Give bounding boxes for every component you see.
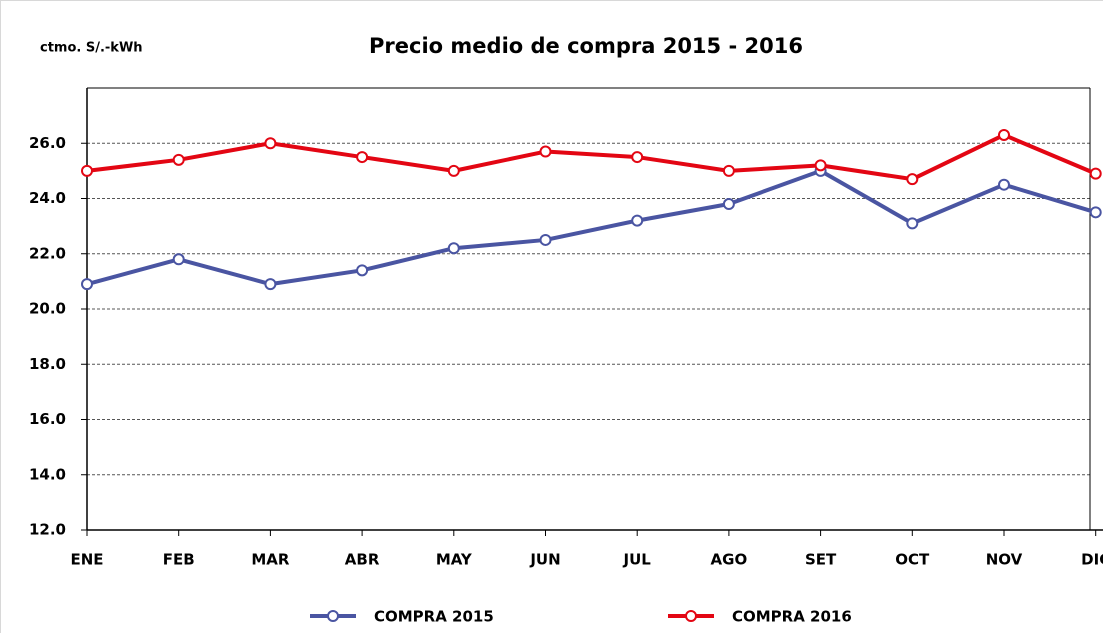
x-tick-label: MAR bbox=[251, 551, 290, 569]
y-tick-label: 22.0 bbox=[29, 244, 66, 262]
y-tick-label: 12.0 bbox=[29, 521, 66, 539]
y-tick-label: 24.0 bbox=[29, 189, 66, 207]
data-point bbox=[632, 216, 642, 226]
data-point bbox=[632, 152, 642, 162]
y-tick-label: 14.0 bbox=[29, 465, 66, 483]
x-tick-label: JUN bbox=[529, 551, 560, 569]
data-point bbox=[1091, 207, 1101, 217]
data-point bbox=[724, 166, 734, 176]
chart-title: Precio medio de compra 2015 - 2016 bbox=[369, 34, 803, 58]
data-point bbox=[816, 160, 826, 170]
data-point bbox=[724, 199, 734, 209]
data-point bbox=[449, 166, 459, 176]
x-tick-label: JUL bbox=[623, 551, 652, 569]
x-tick-label: MAY bbox=[436, 551, 473, 569]
data-point bbox=[357, 152, 367, 162]
x-tick-label: ENE bbox=[70, 551, 103, 569]
data-point bbox=[174, 155, 184, 165]
data-point bbox=[541, 147, 551, 157]
data-point bbox=[449, 243, 459, 253]
data-point bbox=[999, 180, 1009, 190]
series-line bbox=[87, 171, 1096, 284]
data-point bbox=[174, 254, 184, 264]
data-point bbox=[265, 279, 275, 289]
x-tick-label: SET bbox=[805, 551, 837, 569]
data-point bbox=[357, 265, 367, 275]
legend-marker bbox=[686, 611, 696, 621]
x-tick-label: OCT bbox=[895, 551, 930, 569]
y-tick-label: 18.0 bbox=[29, 355, 66, 373]
data-point bbox=[82, 279, 92, 289]
x-tick-label: NOV bbox=[986, 551, 1023, 569]
y-tick-label: 26.0 bbox=[29, 134, 66, 152]
legend-label: COMPRA 2015 bbox=[374, 608, 494, 626]
data-point bbox=[541, 235, 551, 245]
x-tick-label: AGO bbox=[711, 551, 748, 569]
legend-marker bbox=[328, 611, 338, 621]
legend-label: COMPRA 2016 bbox=[732, 608, 852, 626]
data-point bbox=[907, 174, 917, 184]
data-point bbox=[82, 166, 92, 176]
y-axis-label: ctmo. S/.-kWh bbox=[40, 41, 143, 56]
x-tick-label: ABR bbox=[345, 551, 380, 569]
x-tick-label: DIC bbox=[1081, 551, 1103, 569]
data-point bbox=[1091, 169, 1101, 179]
y-tick-label: 16.0 bbox=[29, 410, 66, 428]
data-point bbox=[907, 218, 917, 228]
data-point bbox=[265, 138, 275, 148]
data-point bbox=[999, 130, 1009, 140]
y-tick-label: 20.0 bbox=[29, 300, 66, 318]
x-tick-label: FEB bbox=[163, 551, 195, 569]
series-line bbox=[87, 135, 1096, 179]
